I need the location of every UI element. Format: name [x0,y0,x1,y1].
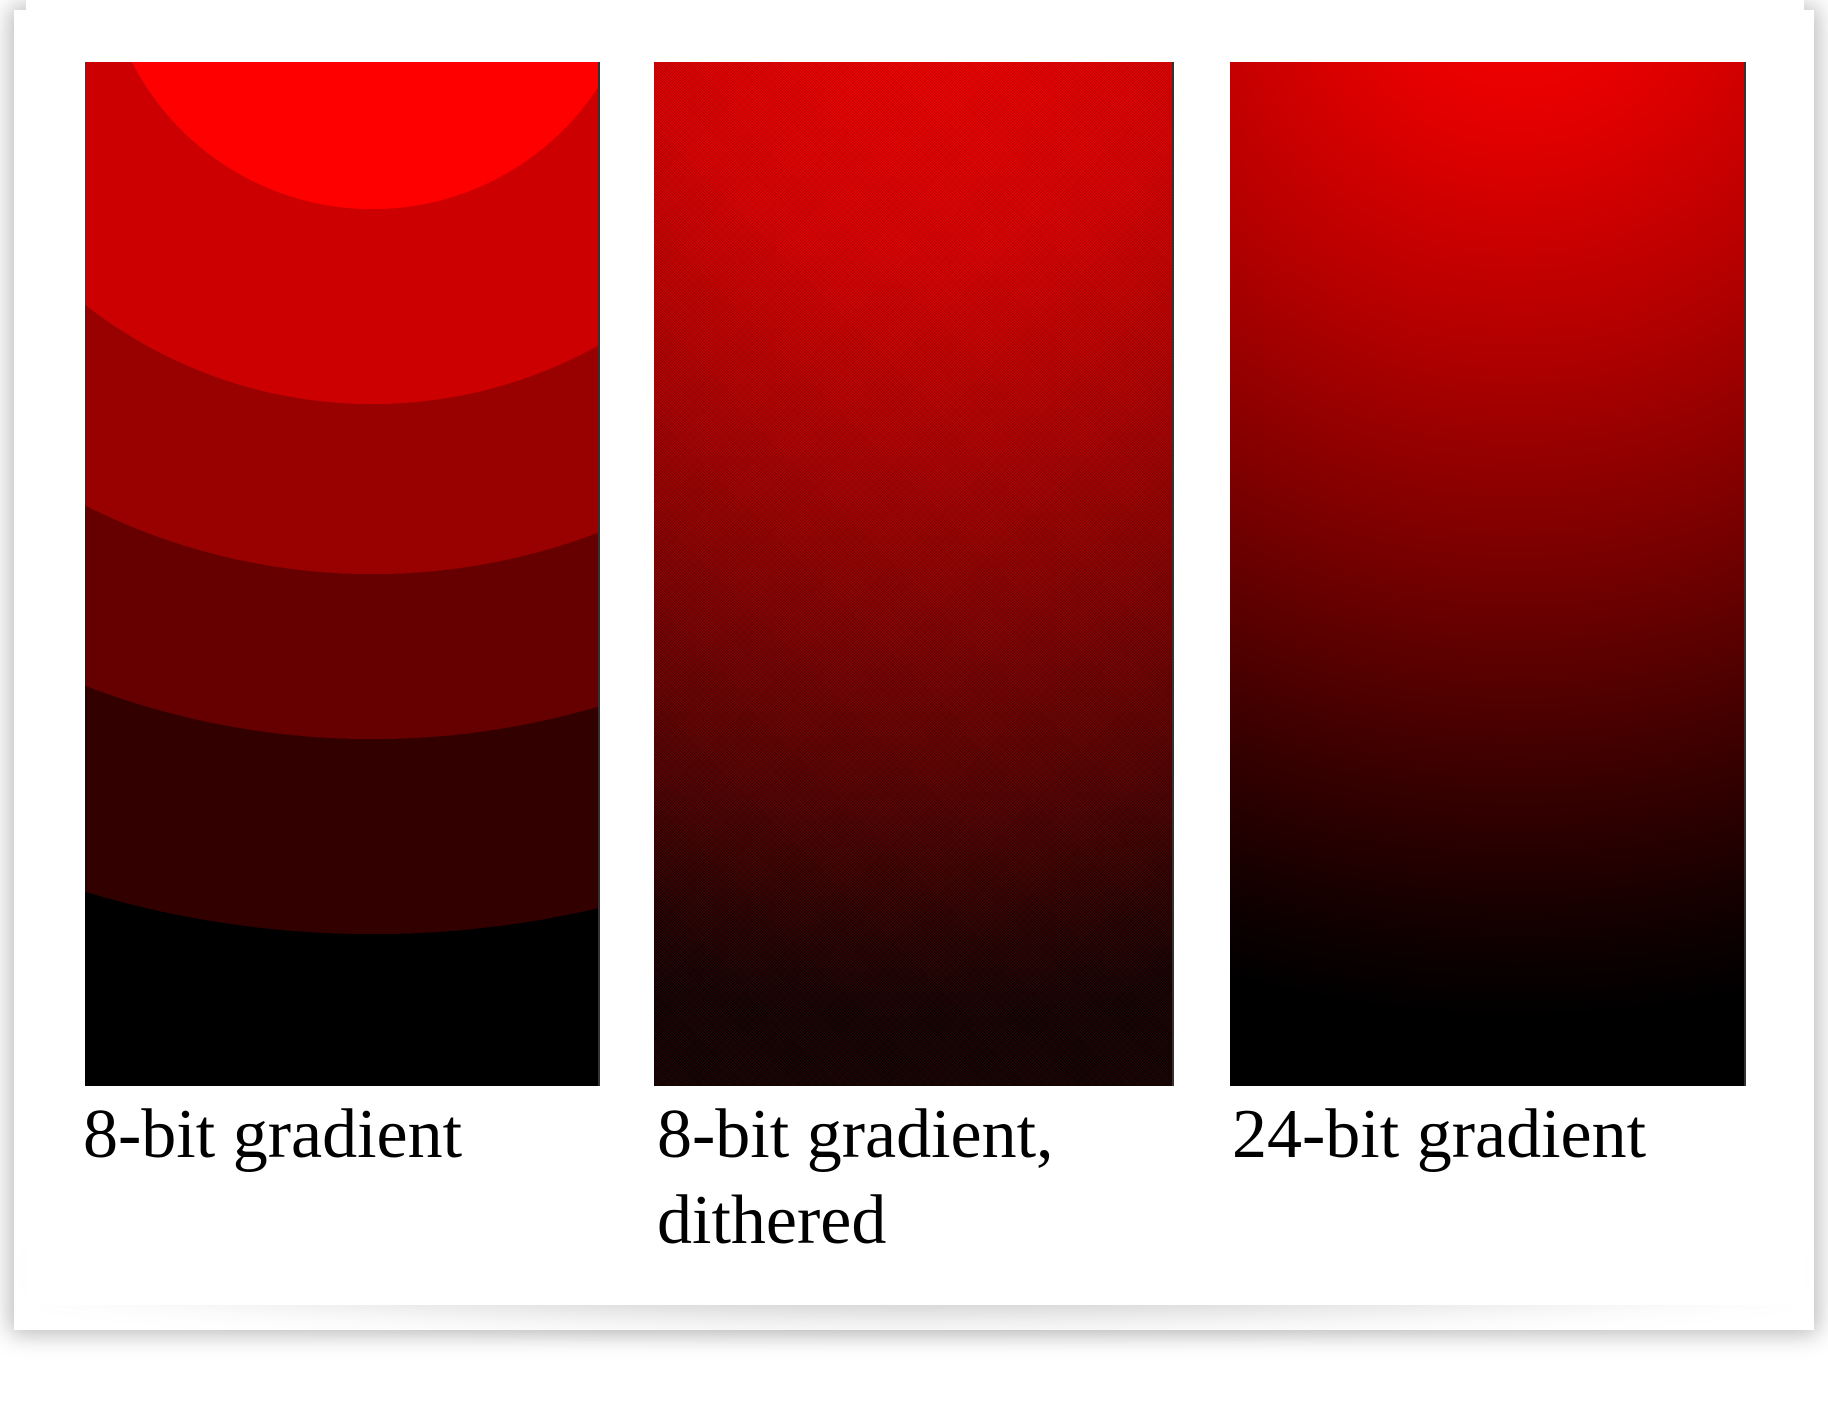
gradient-panel-8bit [85,62,600,1086]
caption-24bit: 24-bit gradient [1232,1096,1647,1173]
figure-card: 8-bit gradient 8-bit gradient, dithered … [26,0,1804,1305]
caption-8bit-dithered: 8-bit gradient, dithered [657,1096,1054,1259]
caption-8bit: 8-bit gradient [83,1096,463,1173]
gradient-panel-8bit-dithered [654,62,1174,1086]
gradient-panel-24bit [1230,62,1746,1086]
